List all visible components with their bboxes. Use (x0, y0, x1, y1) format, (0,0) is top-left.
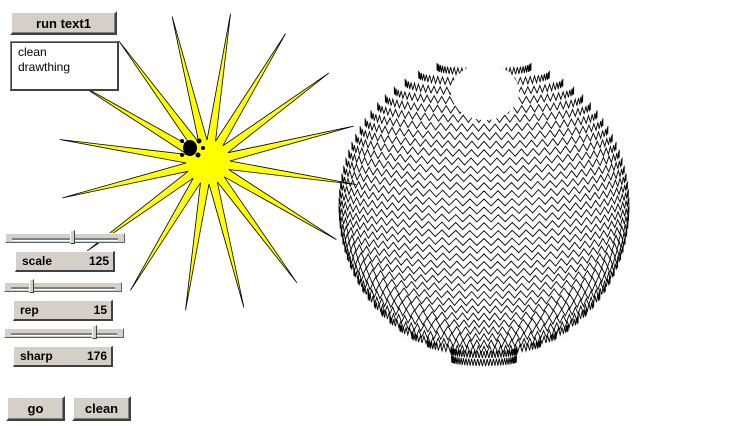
sharp-value-box: sharp 176 (13, 346, 113, 367)
procedure-line-clean: clean (18, 45, 47, 59)
zigzag-ring (343, 165, 625, 191)
zigzag-ring (340, 228, 628, 254)
rep-value: 15 (93, 303, 107, 317)
sharp-label: sharp (20, 349, 53, 363)
procedures-textbox[interactable]: clean drawthing (10, 41, 119, 91)
zigzag-ring (450, 347, 518, 359)
rep-slider-groove (11, 287, 115, 290)
scale-value: 125 (88, 254, 109, 268)
zigzag-ring (339, 189, 629, 215)
sharp-slider[interactable] (4, 325, 124, 339)
run-text1-button[interactable]: run text1 (10, 11, 117, 35)
zigzag-sphere-drawing (338, 63, 630, 367)
zigzag-ring (344, 244, 624, 270)
zigzag-ring (355, 133, 613, 158)
yellow-star-drawing (59, 13, 357, 311)
zigzag-ring (426, 339, 542, 355)
rep-value-box: rep 15 (13, 300, 113, 321)
scale-slider-groove (12, 238, 118, 241)
zigzag-ring (367, 291, 601, 314)
scale-value-box: scale 125 (15, 251, 115, 272)
scale-slider-thumb[interactable] (69, 230, 75, 244)
sharp-slider-thumb[interactable] (91, 325, 97, 339)
zigzag-ring (341, 173, 627, 199)
zigzag-ring (359, 126, 609, 149)
zigzag-ring (411, 331, 557, 349)
zigzag-ring (380, 307, 588, 328)
zigzag-ring (348, 149, 620, 175)
scale-label: scale (22, 254, 53, 268)
procedure-line-drawthing: drawthing (18, 60, 71, 74)
zigzag-ring (370, 110, 598, 132)
zigzag-ring (349, 260, 619, 285)
zigzag-ring (338, 205, 630, 231)
sharp-slider-groove (11, 333, 117, 336)
scale-slider[interactable] (5, 230, 125, 244)
zigzag-ring (364, 118, 604, 141)
zigzag-ring (451, 355, 517, 367)
zigzag-ring (389, 315, 579, 335)
zigzag-ring (345, 157, 623, 183)
zigzag-ring (338, 197, 630, 223)
zigzag-ring (399, 323, 569, 342)
sharp-value: 176 (86, 349, 107, 363)
zigzag-ring (338, 212, 630, 239)
clean-button[interactable]: clean (72, 396, 131, 421)
sphere-top-opening (451, 64, 519, 120)
zigzag-ring (351, 141, 617, 166)
turtle-icon (180, 138, 205, 158)
rep-label: rep (20, 303, 39, 317)
zigzag-ring (373, 299, 595, 321)
zigzag-ring (339, 220, 629, 247)
star-shape (59, 13, 357, 311)
zigzag-ring (362, 283, 606, 307)
rep-slider-thumb[interactable] (28, 279, 34, 293)
zigzag-ring (353, 268, 615, 292)
go-button[interactable]: go (6, 396, 65, 421)
zigzag-ring (357, 276, 611, 300)
zigzag-ring (342, 236, 626, 262)
zigzag-ring (346, 252, 622, 277)
zigzag-ring (340, 181, 628, 207)
rep-slider[interactable] (4, 279, 122, 293)
